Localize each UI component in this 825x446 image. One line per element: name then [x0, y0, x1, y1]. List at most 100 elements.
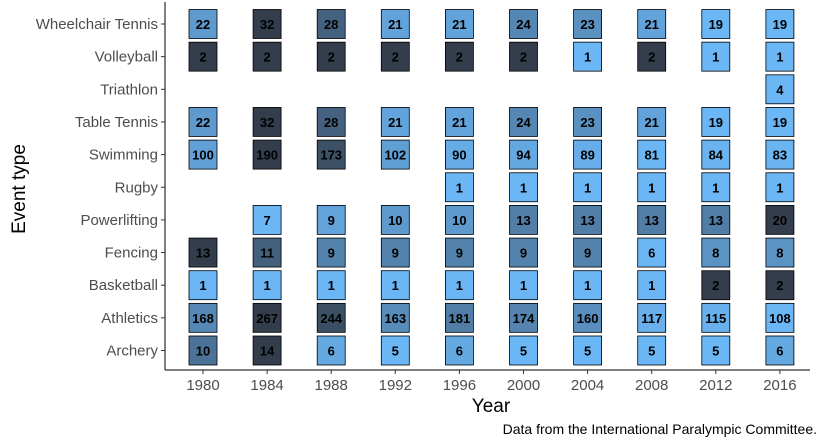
x-tick-label-1996: 1996	[443, 377, 476, 394]
cell-label-table-tennis-1988: 28	[324, 115, 338, 130]
cell-wheelchair-tennis-1980	[188, 9, 218, 39]
cell-fencing-2012	[701, 237, 731, 268]
cell-swimming-1984	[252, 139, 282, 170]
cell-label-athletics-1984: 267	[256, 311, 278, 326]
cell-volleyball-1996	[444, 41, 474, 72]
cell-label-basketball-1984: 1	[263, 278, 270, 293]
cell-label-table-tennis-1992: 21	[388, 115, 402, 130]
y-axis-title: Event type	[9, 144, 30, 234]
cell-label-archery-1992: 5	[392, 344, 399, 359]
cell-label-fencing-1992: 9	[392, 246, 399, 261]
cell-swimming-1980	[188, 139, 218, 170]
cell-label-basketball-2012: 2	[712, 278, 719, 293]
cell-label-volleyball-1992: 2	[392, 50, 399, 65]
cell-label-volleyball-2004: 1	[584, 50, 591, 65]
cell-label-volleyball-1996: 2	[456, 50, 463, 65]
cell-label-volleyball-1984: 2	[263, 50, 270, 65]
cell-label-swimming-2000: 94	[516, 148, 531, 163]
cell-athletics-2008	[637, 302, 667, 333]
cell-label-wheelchair-tennis-1988: 28	[324, 17, 338, 32]
cell-table-tennis-2000	[509, 107, 538, 137]
cell-athletics-2004	[573, 302, 602, 333]
cell-rugby-2012	[701, 172, 731, 203]
cell-label-triathlon-2016: 4	[776, 82, 784, 97]
cell-athletics-1992	[380, 302, 410, 333]
cell-wheelchair-tennis-1988	[316, 9, 346, 39]
cell-basketball-2004	[573, 270, 602, 301]
cell-swimming-2016	[765, 139, 795, 170]
cell-label-powerlifting-2016: 20	[773, 213, 787, 228]
cell-volleyball-1988	[316, 41, 346, 72]
y-tick-label-swimming: Swimming	[89, 147, 158, 164]
cell-swimming-1992	[380, 139, 410, 170]
cell-swimming-2000	[509, 139, 538, 170]
cell-label-swimming-1980: 100	[192, 148, 214, 163]
cell-label-rugby-2004: 1	[584, 180, 591, 195]
cell-archery-1988	[316, 335, 346, 366]
cell-label-swimming-1996: 90	[452, 148, 466, 163]
cell-wheelchair-tennis-2008	[637, 9, 667, 39]
cell-rugby-2000	[509, 172, 538, 203]
cell-label-swimming-2012: 84	[709, 148, 724, 163]
cell-table-tennis-2004	[573, 107, 602, 137]
cell-label-volleyball-2012: 1	[712, 50, 719, 65]
cell-label-table-tennis-2016: 19	[773, 115, 787, 130]
cell-volleyball-1980	[188, 41, 218, 72]
cell-label-basketball-2008: 1	[648, 278, 655, 293]
cell-basketball-2000	[509, 270, 538, 301]
cell-volleyball-2012	[701, 41, 731, 72]
cell-table-tennis-2008	[637, 107, 667, 137]
cell-label-volleyball-2016: 1	[776, 50, 783, 65]
cell-label-wheelchair-tennis-2008: 21	[644, 17, 658, 32]
cell-archery-1996	[444, 335, 474, 366]
y-tick-label-powerlifting: Powerlifting	[80, 212, 158, 229]
cell-label-athletics-1992: 163	[384, 311, 406, 326]
cell-label-rugby-1996: 1	[456, 180, 463, 195]
cell-label-fencing-1980: 13	[196, 246, 210, 261]
cell-fencing-2000	[509, 237, 538, 268]
cell-powerlifting-1984	[252, 204, 282, 235]
cell-volleyball-1992	[380, 41, 410, 72]
cell-volleyball-2016	[765, 41, 795, 72]
cell-label-wheelchair-tennis-1996: 21	[452, 17, 466, 32]
cell-label-table-tennis-1996: 21	[452, 115, 466, 130]
cell-basketball-1980	[188, 270, 218, 301]
x-tick-label-2000: 2000	[507, 377, 540, 394]
cell-label-fencing-1984: 11	[260, 246, 274, 261]
cell-table-tennis-2012	[701, 107, 731, 137]
cell-label-wheelchair-tennis-2016: 19	[773, 17, 787, 32]
cell-label-archery-1980: 10	[196, 344, 210, 359]
cell-label-archery-2016: 6	[776, 344, 783, 359]
cell-wheelchair-tennis-2000	[509, 9, 538, 39]
cell-label-volleyball-2000: 2	[520, 50, 527, 65]
cell-label-basketball-1980: 1	[199, 278, 206, 293]
cell-rugby-2008	[637, 172, 667, 203]
cell-basketball-1996	[444, 270, 474, 301]
cell-powerlifting-2016	[765, 204, 795, 235]
cell-volleyball-2000	[509, 41, 538, 72]
cell-label-volleyball-2008: 2	[648, 50, 655, 65]
cell-wheelchair-tennis-2012	[701, 9, 731, 39]
cell-powerlifting-2004	[573, 204, 602, 235]
cell-label-wheelchair-tennis-1992: 21	[388, 17, 402, 32]
cell-label-basketball-2016: 2	[776, 278, 783, 293]
x-axis-title: Year	[472, 396, 511, 417]
cell-label-basketball-2004: 1	[584, 278, 591, 293]
cell-label-athletics-2016: 108	[769, 311, 791, 326]
cell-archery-1980	[188, 335, 218, 366]
x-tick-label-2016: 2016	[763, 377, 796, 394]
cell-label-powerlifting-2008: 13	[644, 213, 658, 228]
y-ticks	[161, 23, 165, 351]
cell-label-wheelchair-tennis-2000: 24	[516, 17, 531, 32]
cell-table-tennis-1980	[188, 107, 218, 137]
cell-label-table-tennis-2012: 19	[709, 115, 723, 130]
cell-basketball-1992	[380, 270, 410, 301]
y-tick-label-triathlon: Triathlon	[100, 81, 158, 98]
x-ticks	[202, 370, 781, 374]
cell-fencing-1988	[316, 237, 346, 268]
x-tick-label-1988: 1988	[315, 377, 348, 394]
cell-label-rugby-2016: 1	[776, 180, 783, 195]
cell-label-athletics-1996: 181	[449, 311, 471, 326]
cell-archery-2004	[573, 335, 602, 366]
x-tick-label-1992: 1992	[379, 377, 412, 394]
